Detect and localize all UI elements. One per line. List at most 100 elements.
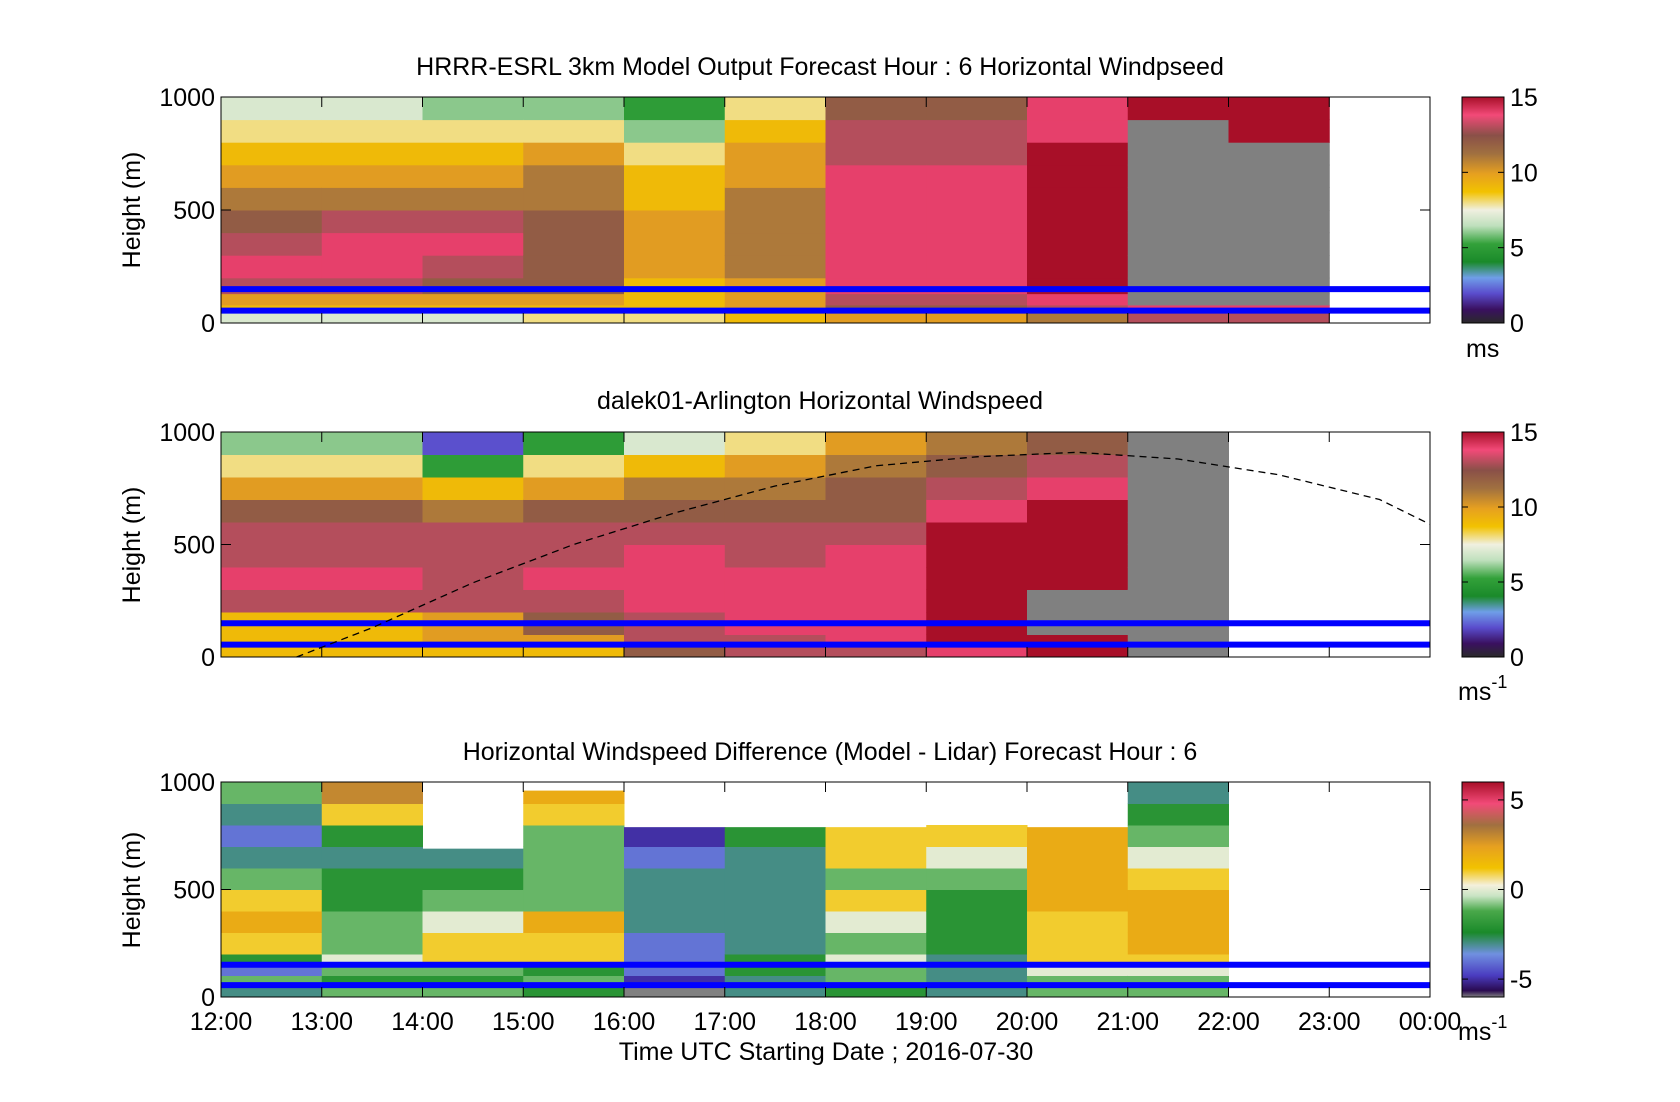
heatmap-cell	[926, 825, 1028, 847]
heatmap-cell	[523, 164, 625, 188]
heatmap-cell	[825, 964, 927, 976]
ytick-label: 1000	[159, 769, 215, 797]
heatmap-cell	[1127, 975, 1229, 987]
heatmap-cell	[926, 975, 1028, 987]
heatmap-cell	[221, 522, 423, 545]
heatmap-cell	[321, 210, 423, 234]
heatmap-cell	[523, 975, 625, 987]
ytick-label: 0	[201, 984, 215, 1012]
heatmap-cell	[1127, 499, 1229, 523]
heatmap-cell	[221, 634, 423, 647]
heatmap-cell	[523, 645, 625, 658]
panel-lidar-cells	[221, 432, 1229, 658]
heatmap-cell	[422, 210, 524, 234]
heatmap-cell	[523, 544, 625, 568]
heatmap-cell	[422, 975, 524, 987]
heatmap-cell	[1127, 477, 1229, 500]
heatmap-cell	[724, 589, 826, 613]
heatmap-cell	[1228, 97, 1330, 121]
heatmap-cell	[825, 164, 927, 188]
panel-lidar-yaxis: 0 500 1000	[159, 419, 1430, 672]
heatmap-cell	[321, 255, 423, 279]
heatmap-cell	[1228, 119, 1330, 143]
heatmap-cell	[221, 293, 323, 306]
heatmap-cell	[1027, 187, 1129, 211]
heatmap-cell	[624, 567, 726, 590]
heatmap-cell	[523, 499, 625, 523]
heatmap-cell	[724, 97, 826, 121]
heatmap-cell	[321, 803, 423, 826]
heatmap-cell	[321, 986, 423, 998]
heatmap-cell	[321, 782, 423, 804]
heatmap-cell	[321, 232, 423, 256]
heatmap-cell	[825, 846, 927, 869]
heatmap-cell	[422, 522, 524, 545]
heatmap-cell	[1228, 142, 1330, 166]
heatmap-cell	[1228, 187, 1330, 211]
heatmap-cell	[422, 432, 524, 455]
heatmap-cell	[221, 544, 423, 568]
heatmap-cell	[825, 827, 927, 847]
heatmap-cell	[624, 645, 726, 658]
heatmap-cell	[523, 567, 625, 590]
heatmap-cell	[926, 544, 1028, 568]
heatmap-cell	[321, 964, 423, 976]
heatmap-cell	[221, 142, 323, 166]
heatmap-cell	[523, 142, 625, 166]
heatmap-cell	[221, 932, 323, 955]
colorbar-tick-label: 15	[1510, 84, 1538, 112]
heatmap-cell	[422, 964, 524, 976]
xtick-label: 00:00	[1399, 1008, 1462, 1036]
heatmap-cell	[321, 311, 423, 324]
heatmap-cell	[825, 589, 927, 613]
heatmap-cell	[724, 975, 826, 987]
panel-difference-colorbar-unit-sup: -1	[1491, 1012, 1507, 1032]
colorbar-tick-label: 0	[1510, 310, 1524, 338]
heatmap-cell	[422, 932, 524, 955]
heatmap-cell	[724, 187, 826, 211]
xtick-label: 23:00	[1298, 1008, 1361, 1036]
xtick-label: 17:00	[693, 1008, 756, 1036]
heatmap-cell	[825, 986, 927, 998]
heatmap-cell	[724, 932, 826, 955]
heatmap-cell	[1027, 454, 1129, 478]
heatmap-cell	[926, 868, 1028, 890]
heatmap-cell	[1027, 567, 1129, 590]
heatmap-cell	[321, 164, 423, 188]
heatmap-cell	[724, 645, 826, 658]
heatmap-cell	[825, 293, 927, 306]
heatmap-cell	[724, 846, 826, 869]
heatmap-cell	[724, 293, 826, 306]
heatmap-cell	[1027, 255, 1129, 279]
heatmap-cell	[221, 477, 423, 500]
heatmap-cell	[724, 522, 826, 545]
panel-model-colorbar: 0 5 10 15 ms	[1461, 84, 1538, 363]
heatmap-cell	[1127, 567, 1229, 590]
heatmap-cell	[926, 97, 1028, 121]
heatmap-cell	[926, 210, 1028, 234]
heatmap-cell	[321, 846, 423, 869]
heatmap-cell	[624, 255, 726, 279]
heatmap-cell	[724, 311, 826, 324]
heatmap-cell	[1027, 975, 1129, 987]
heatmap-cell	[926, 889, 1028, 912]
heatmap-cell	[825, 477, 927, 500]
heatmap-cell	[1027, 119, 1129, 143]
heatmap-cell	[1127, 210, 1229, 234]
heatmap-cell	[422, 454, 524, 478]
heatmap-cell	[523, 889, 625, 912]
heatmap-cell	[422, 311, 524, 324]
heatmap-cell	[523, 477, 625, 500]
heatmap-cell	[624, 477, 726, 500]
heatmap-cell	[523, 932, 625, 955]
heatmap-cell	[1027, 477, 1129, 500]
heatmap-cell	[422, 645, 524, 658]
heatmap-cell	[523, 210, 625, 234]
heatmap-cell	[523, 232, 625, 256]
heatmap-cell	[1127, 311, 1229, 324]
heatmap-cell	[221, 954, 323, 966]
heatmap-cell	[1127, 164, 1229, 188]
heatmap-cell	[1228, 255, 1330, 279]
heatmap-cell	[422, 164, 524, 188]
heatmap-cell	[422, 911, 524, 933]
